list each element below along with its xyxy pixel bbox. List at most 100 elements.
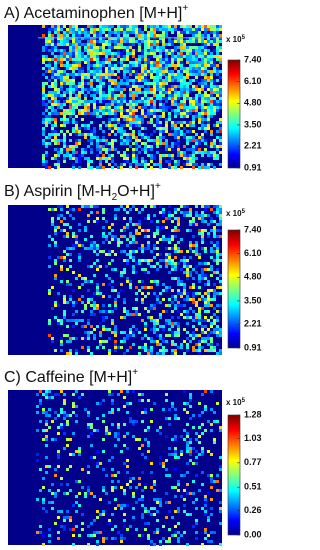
pixel [87, 157, 90, 160]
pixel [204, 85, 207, 88]
pixel [90, 121, 93, 124]
pixel [216, 316, 219, 319]
pixel [93, 136, 96, 139]
pixel [204, 298, 207, 301]
pixel [102, 304, 105, 307]
pixel [72, 337, 75, 340]
pixel [75, 501, 78, 504]
pixel [207, 100, 210, 103]
pixel [216, 55, 219, 58]
pixel [144, 127, 147, 130]
pixel [213, 331, 216, 334]
pixel [150, 145, 153, 148]
pixel [99, 124, 102, 127]
pixel [114, 46, 117, 49]
pixel [42, 498, 45, 501]
pixel [99, 498, 102, 501]
pixel [120, 58, 123, 61]
pixel [150, 109, 153, 112]
pixel [153, 130, 156, 133]
pixel [129, 49, 132, 52]
pixel [60, 76, 63, 79]
pixel [111, 250, 114, 253]
pixel [192, 292, 195, 295]
pixel [129, 417, 132, 420]
pixel [147, 426, 150, 429]
pixel [39, 489, 42, 492]
pixel [201, 151, 204, 154]
pixel [213, 25, 216, 28]
pixel [48, 289, 51, 292]
pixel [114, 444, 117, 447]
pixel [204, 537, 207, 540]
pixel [186, 205, 189, 208]
pixel [69, 58, 72, 61]
pixel [156, 163, 159, 166]
pixel [153, 256, 156, 259]
pixel [147, 399, 150, 402]
pixel [138, 28, 141, 31]
pixel [126, 280, 129, 283]
pixel [57, 31, 60, 34]
pixel [150, 328, 153, 331]
pixel [201, 211, 204, 214]
pixel [153, 94, 156, 97]
pixel [180, 52, 183, 55]
pixel [66, 88, 69, 91]
pixel [210, 474, 213, 477]
pixel [75, 64, 78, 67]
pixel [171, 238, 174, 241]
pixel [147, 121, 150, 124]
pixel [117, 43, 120, 46]
pixel [72, 130, 75, 133]
pixel [141, 513, 144, 516]
pixel [204, 94, 207, 97]
pixel [174, 115, 177, 118]
pixel [141, 148, 144, 151]
pixel [117, 426, 120, 429]
pixel [192, 130, 195, 133]
pixel [216, 223, 219, 226]
pixel [102, 121, 105, 124]
pixel [213, 79, 216, 82]
pixel [96, 402, 99, 405]
pixel [204, 148, 207, 151]
pixel [90, 88, 93, 91]
pixel [120, 274, 123, 277]
pixel [75, 25, 78, 28]
pixel [174, 73, 177, 76]
pixel [162, 337, 165, 340]
pixel [99, 100, 102, 103]
pixel [150, 25, 153, 28]
pixel [54, 316, 57, 319]
pixel [63, 417, 66, 420]
pixel [54, 121, 57, 124]
pixel [165, 319, 168, 322]
pixel [105, 58, 108, 61]
pixel [48, 166, 51, 169]
pixel [168, 235, 171, 238]
pixel [51, 82, 54, 85]
pixel [198, 88, 201, 91]
pixel [105, 70, 108, 73]
pixel [180, 103, 183, 106]
pixel [72, 244, 75, 247]
pixel [141, 346, 144, 349]
pixel [87, 426, 90, 429]
pixel [111, 411, 114, 414]
pixel [99, 322, 102, 325]
pixel [162, 79, 165, 82]
pixel [162, 346, 165, 349]
pixel [126, 67, 129, 70]
pixel [153, 319, 156, 322]
pixel [162, 25, 165, 28]
pixel [159, 142, 162, 145]
pixel [87, 82, 90, 85]
pixel [198, 28, 201, 31]
pixel [159, 166, 162, 169]
pixel [207, 262, 210, 265]
pixel [120, 106, 123, 109]
pixel [66, 414, 69, 417]
pixel [87, 25, 90, 28]
pixel [180, 79, 183, 82]
